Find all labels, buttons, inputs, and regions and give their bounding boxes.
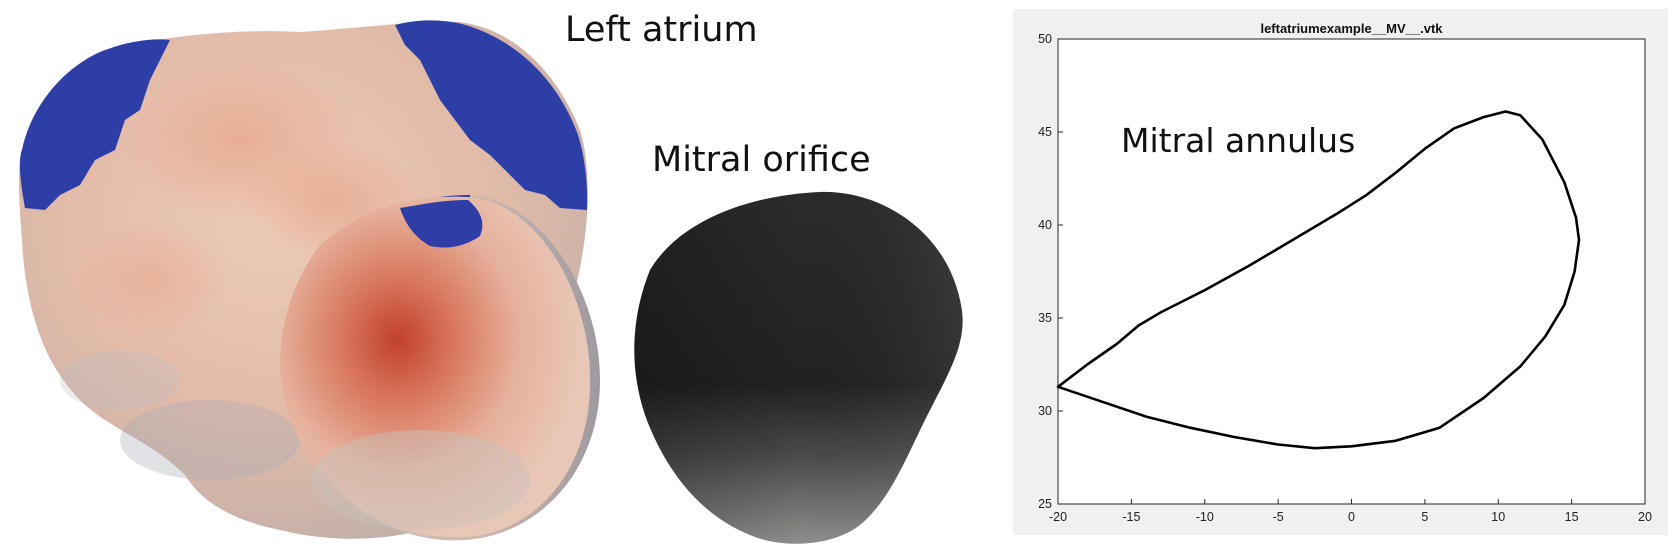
atrium-render-scene — [19, 20, 963, 544]
vein-region-left — [19, 39, 171, 211]
y-tick-label: 25 — [1038, 497, 1052, 511]
mitral-annulus-plot: leftatriumexample__MV__.vtk -20 -15 -10 -5 0… — [1038, 21, 1652, 524]
y-tick-label: 35 — [1038, 311, 1052, 325]
axis-ticks: -20 -15 -10 -5 0 5 10 15 20 25 30 35 40 45 50 — [1038, 32, 1652, 524]
mitral-orifice-shading — [634, 191, 963, 544]
x-tick-label: 20 — [1638, 510, 1652, 524]
x-tick-label: 10 — [1491, 510, 1505, 524]
left-atrium-label: Left atrium — [565, 10, 758, 50]
plot-axes-area — [1057, 38, 1646, 505]
interior-shade — [310, 430, 530, 530]
y-tick-label: 50 — [1038, 32, 1052, 46]
x-tick-label: -10 — [1196, 510, 1214, 524]
x-tick-label: 5 — [1421, 510, 1428, 524]
mitral-orifice-label: Mitral orifice — [652, 140, 871, 180]
y-tick-label: 45 — [1038, 125, 1052, 139]
plot-title: leftatriumexample__MV__.vtk — [1260, 21, 1443, 36]
x-tick-label: 15 — [1565, 510, 1579, 524]
surface-shadow — [60, 350, 180, 410]
x-tick-label: 0 — [1348, 510, 1355, 524]
vein-region-right — [395, 20, 588, 210]
atrium-interior — [280, 196, 591, 538]
x-tick-label: -15 — [1122, 510, 1140, 524]
annulus-series-line — [1056, 110, 1581, 450]
surface-shadow — [120, 400, 300, 480]
y-tick-label: 40 — [1038, 218, 1052, 232]
surface-patch — [70, 220, 230, 340]
plot-annotation: Mitral annulus — [1121, 121, 1355, 160]
x-tick-label: -20 — [1049, 510, 1067, 524]
x-tick-label: -5 — [1273, 510, 1284, 524]
interior-vein-opening — [400, 200, 483, 248]
y-tick-label: 30 — [1038, 404, 1052, 418]
